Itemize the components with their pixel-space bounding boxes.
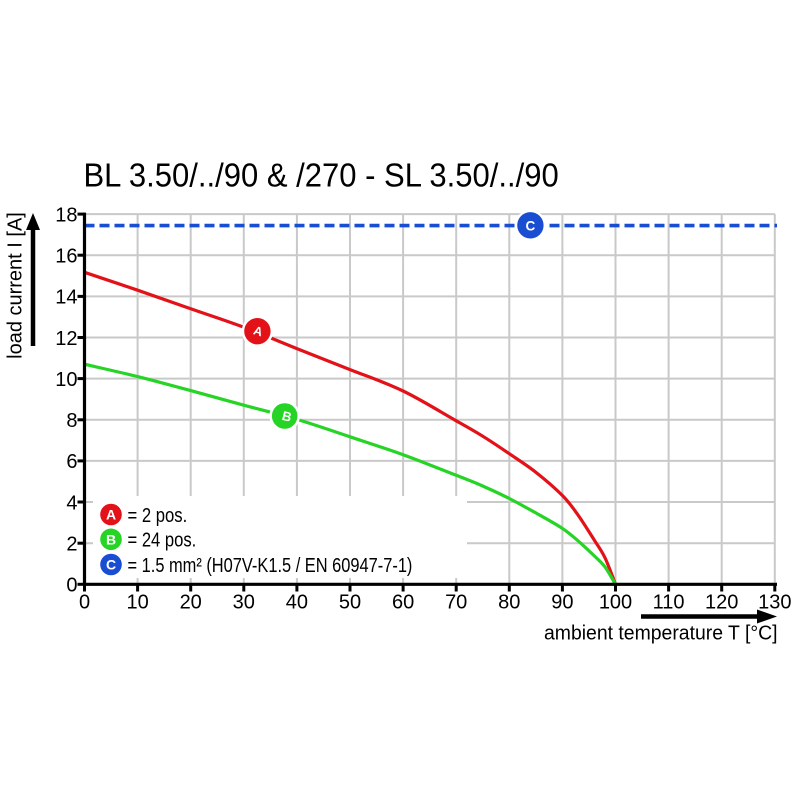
svg-text:A: A [106,507,116,523]
svg-text:BL 3.50/../90 & /270 - SL 3.50: BL 3.50/../90 & /270 - SL 3.50/../90 [84,157,559,194]
svg-text:40: 40 [286,592,308,614]
svg-text:10: 10 [126,592,148,614]
svg-text:90: 90 [551,592,573,614]
svg-text:12: 12 [55,328,77,350]
svg-text:10: 10 [55,369,77,391]
svg-text:70: 70 [445,592,467,614]
svg-text:B: B [106,532,116,548]
svg-text:6: 6 [66,451,77,473]
svg-text:C: C [526,218,536,233]
svg-text:14: 14 [55,287,77,309]
svg-text:110: 110 [653,592,685,614]
svg-text:120: 120 [705,592,738,614]
svg-text:100: 100 [599,592,632,614]
svg-text:16: 16 [55,246,77,268]
svg-text:0: 0 [66,575,77,597]
svg-text:B: B [281,408,294,425]
svg-text:130: 130 [758,592,791,614]
svg-text:load current I [A]: load current I [A] [5,212,27,359]
svg-text:30: 30 [233,592,255,614]
svg-text:2: 2 [66,534,77,556]
svg-text:0: 0 [79,592,90,614]
svg-text:ambient temperature T [°C]: ambient temperature T [°C] [544,623,778,645]
svg-text:20: 20 [180,592,202,614]
svg-text:8: 8 [66,410,77,432]
svg-text:80: 80 [498,592,520,614]
svg-text:60: 60 [392,592,414,614]
svg-text:= 1.5 mm² (H07V-K1.5 / EN 6094: = 1.5 mm² (H07V-K1.5 / EN 60947-7-1) [128,555,413,577]
svg-text:50: 50 [339,592,361,614]
svg-text:4: 4 [66,492,77,514]
svg-text:A: A [252,323,265,339]
svg-text:= 2 pos.: = 2 pos. [128,505,188,527]
svg-text:18: 18 [55,204,77,226]
svg-text:= 24 pos.: = 24 pos. [128,530,197,552]
svg-text:C: C [106,557,116,573]
